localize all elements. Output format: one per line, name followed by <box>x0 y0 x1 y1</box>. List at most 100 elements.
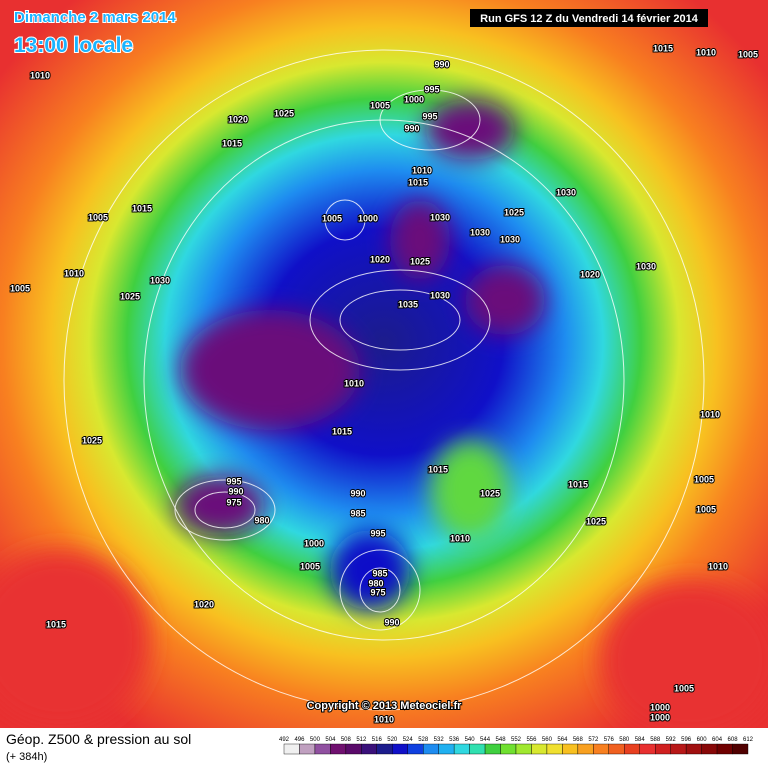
pressure-label: 1005 <box>694 474 714 484</box>
colorbar-cell <box>515 743 532 755</box>
pressure-label: 1015 <box>653 43 673 53</box>
colorbar-tick-label: 552 <box>511 737 522 743</box>
pressure-label: 1035 <box>398 299 418 309</box>
footer-title: Géop. Z500 & pression au sol <box>6 731 191 747</box>
pressure-label: 1000 <box>358 213 378 223</box>
run-box <box>470 9 708 27</box>
colorbar-tick-label: 500 <box>310 737 321 743</box>
colorbar-tick-label: 600 <box>697 737 708 743</box>
colorbar-tick-label: 568 <box>573 737 584 743</box>
pressure-label: 1030 <box>430 290 450 300</box>
pressure-label: 980 <box>254 515 269 525</box>
pressure-label: 1000 <box>650 712 670 722</box>
pressure-label: 1015 <box>46 619 66 629</box>
colorbar-cell <box>453 743 470 755</box>
colorbar-tick-label: 520 <box>387 737 398 743</box>
pressure-label: 1015 <box>132 203 152 213</box>
footer-subtitle: (+ 384h) <box>6 751 47 763</box>
pressure-label: 1025 <box>504 207 524 217</box>
pressure-label: 1010 <box>450 533 470 543</box>
pressure-label: 1000 <box>650 702 670 712</box>
colorbar-tick-label: 544 <box>480 737 491 743</box>
colorbar-cell <box>546 743 563 755</box>
pressure-label: 1025 <box>480 488 500 498</box>
colorbar-cell <box>685 743 702 755</box>
colorbar-cell <box>376 743 393 755</box>
colorbar-cell <box>593 743 609 755</box>
pressure-label: 1015 <box>428 464 448 474</box>
colorbar-tick-label: 572 <box>588 737 599 743</box>
colorbar-tick-label: 576 <box>604 737 615 743</box>
colorbar-cell <box>577 743 594 755</box>
pressure-label: 990 <box>228 486 243 496</box>
pressure-label: 975 <box>226 497 241 507</box>
map-date: Dimanche 2 mars 2014 <box>14 9 176 26</box>
pressure-label: 1025 <box>586 516 606 526</box>
pressure-label: 975 <box>370 587 385 597</box>
colorbar-cell <box>345 743 362 755</box>
pressure-label: 1010 <box>344 378 364 388</box>
colorbar-cell <box>438 743 455 755</box>
colorbar-tick-label: 588 <box>650 737 661 743</box>
colorbar-tick-label: 548 <box>496 737 507 743</box>
colorbar-cell <box>314 743 331 755</box>
colorbar-tick-label: 556 <box>526 737 537 743</box>
pressure-label: 995 <box>424 84 439 94</box>
colorbar-tick-label: 516 <box>372 737 383 743</box>
pressure-label: 980 <box>368 578 383 588</box>
colorbar-tick-label: 584 <box>635 737 646 743</box>
pressure-label: 990 <box>350 488 365 498</box>
colorbar-cell <box>732 743 749 755</box>
pressure-label: 1005 <box>300 561 320 571</box>
pressure-label: 1025 <box>82 435 102 445</box>
colorbar-tick-label: 608 <box>728 737 739 743</box>
colorbar-cell <box>639 743 656 755</box>
colorbar-tick-label: 596 <box>681 737 692 743</box>
pressure-label: 1005 <box>674 683 694 693</box>
pressure-label: 990 <box>384 617 399 627</box>
colorbar-cell <box>423 743 439 755</box>
colorbar-tick-label: 492 <box>279 737 290 743</box>
pressure-label: 1005 <box>10 283 30 293</box>
colorbar-tick-label: 532 <box>434 737 445 743</box>
colorbar-cell <box>608 743 625 755</box>
pressure-label: 995 <box>370 528 385 538</box>
pressure-label: 1030 <box>470 227 490 237</box>
colorbar-cell <box>716 743 733 755</box>
pressure-label: 1015 <box>408 177 428 187</box>
run-info: Run GFS 12 Z du Vendredi 14 février 2014 <box>480 13 699 25</box>
colorbar-tick-label: 508 <box>341 737 352 743</box>
colorbar-cell <box>299 743 316 755</box>
pressure-label: 1010 <box>64 268 84 278</box>
copyright: Copyright © 2013 Meteociel.fr <box>307 700 463 712</box>
colorbar-tick-label: 564 <box>557 737 568 743</box>
pressure-label: 1015 <box>332 426 352 436</box>
pressure-label: 985 <box>350 508 365 518</box>
pressure-label: 1005 <box>88 212 108 222</box>
pressure-label: 985 <box>372 568 387 578</box>
colorbar-cell <box>330 743 347 755</box>
colorbar-cell <box>392 743 408 755</box>
colorbar-tick-label: 604 <box>712 737 723 743</box>
colorbar-tick-label: 528 <box>418 737 429 743</box>
pressure-label: 1025 <box>274 108 294 118</box>
pressure-label: 1005 <box>738 49 758 59</box>
pressure-label: 1020 <box>580 269 600 279</box>
pressure-label: 1010 <box>708 561 728 571</box>
colorbar-tick-label: 612 <box>743 737 754 743</box>
pressure-label: 1005 <box>370 100 390 110</box>
colorbar-tick-label: 496 <box>294 737 305 743</box>
colorbar-tick-label: 580 <box>619 737 630 743</box>
pressure-label: 995 <box>226 476 241 486</box>
pressure-label: 1025 <box>120 291 140 301</box>
pressure-label: 1020 <box>194 599 214 609</box>
pressure-label: 1025 <box>410 256 430 266</box>
pressure-label: 1010 <box>412 165 432 175</box>
pressure-label: 1030 <box>430 212 450 222</box>
pressure-label: 1020 <box>228 114 248 124</box>
pressure-label: 990 <box>404 123 419 133</box>
pressure-label: 1000 <box>304 538 324 548</box>
colorbar-cell <box>655 743 671 755</box>
colorbar-tick-label: 560 <box>542 737 553 743</box>
